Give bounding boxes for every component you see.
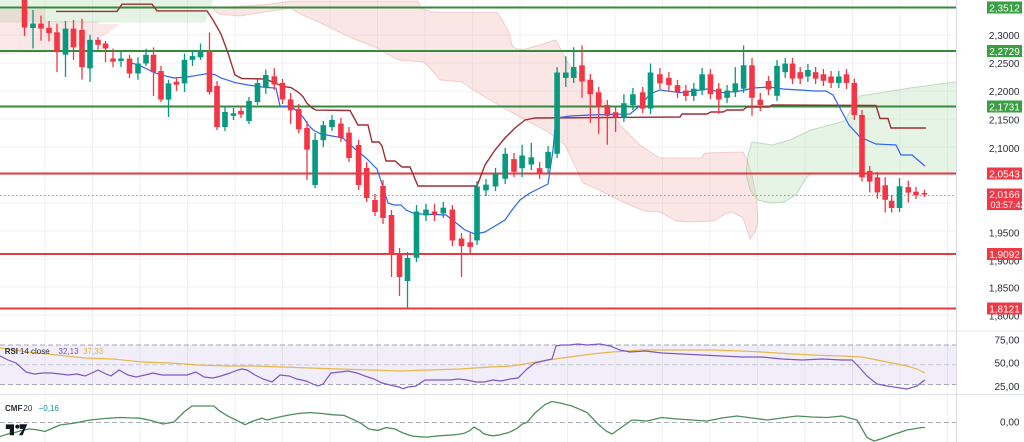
svg-text:20: 20: [23, 404, 32, 413]
svg-text:2,0166: 2,0166: [989, 190, 1020, 201]
svg-text:CMF: CMF: [5, 404, 22, 413]
svg-text:2,2500: 2,2500: [989, 59, 1020, 70]
svg-text:1,9500: 1,9500: [989, 229, 1020, 240]
svg-text:2,0543: 2,0543: [989, 169, 1020, 180]
svg-text:25,00: 25,00: [994, 382, 1019, 393]
svg-text:50,00: 50,00: [994, 359, 1019, 370]
svg-text:2,3000: 2,3000: [989, 31, 1020, 42]
svg-text:03:57:42: 03:57:42: [991, 200, 1024, 210]
svg-text:14 close: 14 close: [20, 347, 50, 356]
svg-text:2,1000: 2,1000: [989, 144, 1020, 155]
svg-text:37,33: 37,33: [83, 347, 104, 356]
svg-text:32,13: 32,13: [59, 347, 80, 356]
svg-text:1,8000: 1,8000: [989, 312, 1020, 323]
svg-text:2,2729: 2,2729: [989, 47, 1020, 58]
svg-text:1,8500: 1,8500: [989, 284, 1020, 295]
svg-text:1,9000: 1,9000: [989, 257, 1020, 268]
svg-text:0,00: 0,00: [1000, 418, 1020, 429]
svg-text:1,8121: 1,8121: [989, 304, 1020, 315]
svg-text:1,9092: 1,9092: [989, 250, 1020, 261]
svg-text:−0,16: −0,16: [39, 404, 60, 413]
svg-text:2,1731: 2,1731: [989, 102, 1020, 113]
svg-text:2,2000: 2,2000: [989, 87, 1020, 98]
svg-text:2,1500: 2,1500: [989, 116, 1020, 127]
svg-text:RSI: RSI: [5, 347, 18, 356]
svg-text:75,00: 75,00: [994, 336, 1019, 347]
svg-text:2,3512: 2,3512: [989, 3, 1020, 14]
